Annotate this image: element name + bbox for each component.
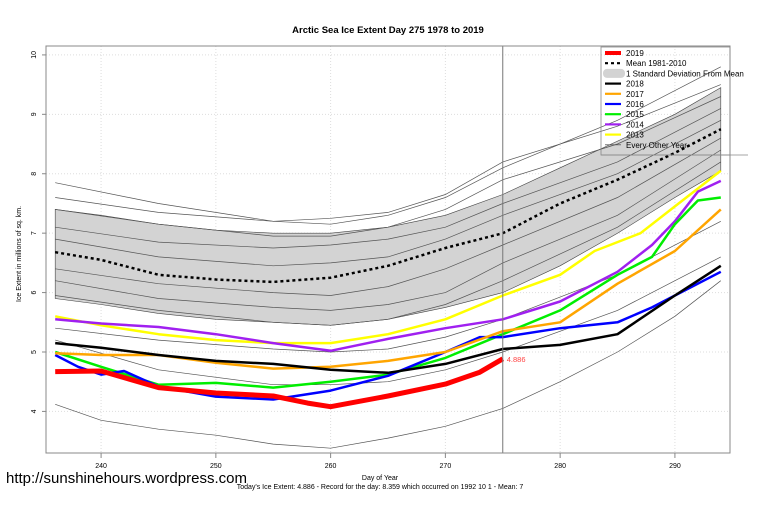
y-axis-label: Ice Extent in millions of sq. km.	[16, 206, 23, 302]
x-axis-label: Day of Year	[361, 475, 399, 482]
other-year-line	[55, 256, 721, 386]
series-lines	[54, 128, 722, 410]
legend-label: 2016	[626, 100, 644, 109]
other-year-line	[55, 108, 721, 249]
legend-label: Mean 1981-2010	[626, 59, 687, 68]
series-line-2018	[55, 264, 722, 375]
series-line-2019	[55, 356, 505, 410]
legend-label: 2018	[626, 80, 644, 89]
other-year-line	[55, 280, 722, 449]
std-dev-band-area	[54, 87, 722, 326]
x-tick-label: 240	[95, 463, 107, 470]
y-tick-label: 6	[31, 291, 38, 295]
y-tick-label: 9	[31, 112, 38, 116]
other-year-line	[55, 149, 721, 311]
other-year-line	[55, 220, 721, 353]
series-line-2016	[54, 270, 722, 401]
other-year-line	[55, 66, 721, 225]
y-tick-label: 10	[31, 51, 38, 59]
other-year-line	[55, 137, 721, 296]
std-dev-band	[54, 87, 722, 326]
legend-label: 2015	[626, 110, 644, 119]
legend-label: 2017	[626, 90, 644, 99]
legend-label: 1 Standard Deviation From Mean	[626, 69, 744, 78]
other-year-line	[55, 96, 721, 237]
series-line-2013	[54, 169, 722, 345]
x-tick-label: 250	[210, 463, 222, 470]
y-tick-label: 5	[31, 350, 38, 354]
y-tick-label: 4	[31, 409, 38, 413]
other-year-line	[55, 84, 721, 222]
source-url[interactable]: http://sunshinehours.wordpress.com	[6, 470, 247, 487]
x-tick-label: 260	[325, 463, 337, 470]
series-line-2014	[55, 179, 722, 353]
legend-label: 2019	[626, 49, 644, 58]
every-other-year-lines	[55, 66, 722, 449]
y-axis: 4 5 6 7 8 9 10	[31, 51, 46, 413]
y-tick-label: 8	[31, 172, 38, 176]
other-year-line	[55, 119, 721, 267]
footer-note: Day of Year Today's Ice Extent: 4.886 - …	[0, 474, 760, 492]
legend-swatch	[603, 68, 625, 78]
series-line-mean-1981-2010	[54, 128, 722, 284]
x-tick-label: 280	[554, 463, 566, 470]
other-year-line	[55, 161, 721, 326]
legend-label: 2014	[626, 120, 644, 129]
x-tick-label: 270	[440, 463, 452, 470]
legend-label: 2013	[626, 131, 644, 140]
chart-title: Arctic Sea Ice Extent Day 275 1978 to 20…	[292, 25, 484, 36]
y-tick-label: 7	[31, 231, 38, 235]
legend-label: Every Other Year	[626, 141, 687, 150]
x-axis: 240 250 260 270 280 290	[46, 452, 730, 470]
summary-text: Today's Ice Extent: 4.886 - Record for t…	[236, 484, 524, 491]
x-tick-label: 290	[669, 463, 681, 470]
series-line-2015	[54, 196, 721, 389]
current-value-label: 4.886	[507, 355, 526, 364]
